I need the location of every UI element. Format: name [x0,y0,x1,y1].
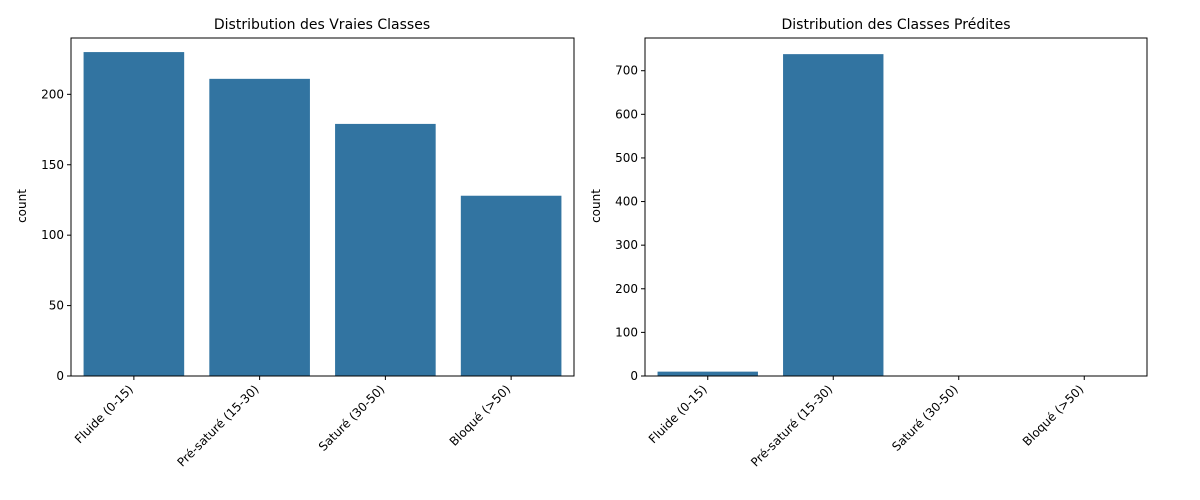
y-tick-label: 700 [615,64,638,78]
y-tick-label: 300 [615,238,638,252]
y-tick-label: 500 [615,151,638,165]
y-tick-label: 200 [41,87,64,101]
y-axis-label: count [15,189,29,223]
y-axis-label: count [589,189,603,223]
y-tick-label: 600 [615,107,638,121]
bar [783,54,884,376]
plot-area: 0 50 100 150 200 Fluide (0-15) Pré-saturé (15-… [41,37,575,470]
chart-title: Distribution des Classes Prédites [782,17,1011,33]
axes-frame [644,37,1148,377]
y-tick-label: 0 [630,369,638,383]
bar [335,123,436,377]
x-tick-label: Bloqué (>50) [1020,382,1086,448]
bar [83,52,185,376]
y-tick-label: 100 [615,325,638,339]
bar [460,195,562,376]
x-tick-label: Pré-saturé (15-30) [174,382,261,469]
x-tick-label: Fluide (0-15) [646,382,710,446]
y-tick-label: 150 [41,158,64,172]
y-tick-label: 100 [41,228,64,242]
chart-true-classes: Distribution des Vraies Classes count 0 5… [15,17,575,470]
bar [209,78,310,376]
plot-area: 0 100 200 300 400 500 600 700 Fluide (0-15) Pré-s… [615,37,1148,470]
x-tick-label: Saturé (30-50) [316,382,388,454]
axes-frame [70,37,575,377]
y-tick-label: 200 [615,282,638,296]
chart-title: Distribution des Vraies Classes [214,17,430,33]
y-tick-label: 50 [49,299,64,313]
x-tick-label: Bloqué (>50) [447,382,513,448]
chart-predicted-classes: Distribution des Classes Prédites count … [589,17,1148,470]
y-tick-label: 400 [615,195,638,209]
x-tick-label: Fluide (0-15) [72,382,136,446]
bar [657,371,758,376]
x-tick-label: Pré-saturé (15-30) [748,382,835,469]
x-tick-label: Saturé (30-50) [889,382,961,454]
y-tick-label: 0 [56,369,64,383]
